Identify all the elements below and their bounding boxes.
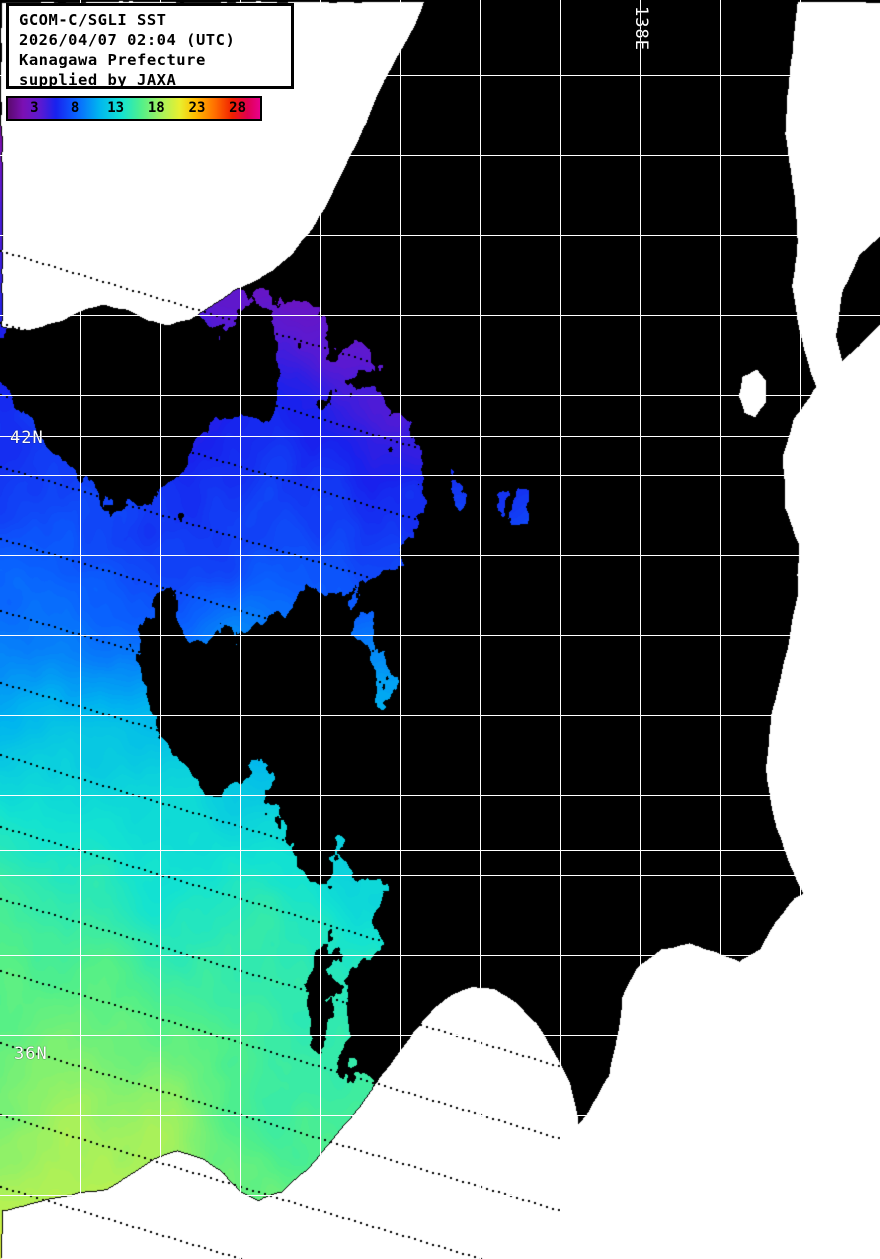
colorbar: 3 8 13 18 23 28 (6, 96, 262, 121)
info-panel: GCOM-C/SGLI SST 2026/04/07 02:04 (UTC) K… (6, 3, 294, 89)
info-panel-credit: supplied by JAXA (19, 71, 177, 89)
colorbar-tick-18: 18 (147, 100, 165, 116)
colorbar-tick-28: 28 (229, 100, 247, 116)
colorbar-tick-3: 3 (30, 100, 39, 116)
colorbar-tick-13: 13 (107, 100, 125, 116)
info-panel-region: Kanagawa Prefecture (19, 51, 206, 69)
info-panel-timestamp: 2026/04/07 02:04 (UTC) (19, 31, 236, 49)
colorbar-tick-8: 8 (70, 100, 80, 116)
info-panel-title: GCOM-C/SGLI SST (19, 11, 167, 29)
colorbar-gradient (8, 98, 260, 119)
colorbar-tick-23: 23 (188, 100, 206, 116)
